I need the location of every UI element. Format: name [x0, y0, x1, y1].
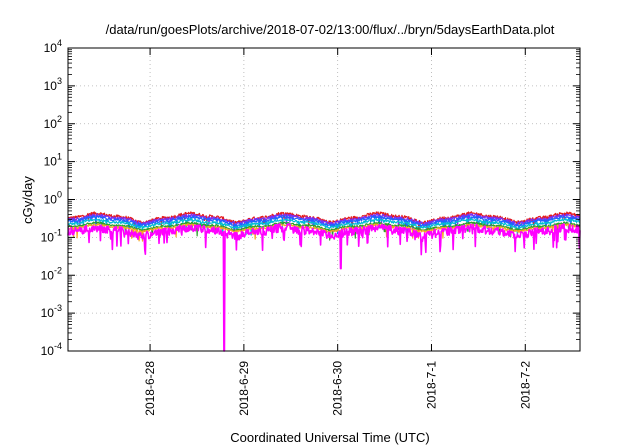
y-tick-label: 101	[44, 152, 62, 169]
x-tick-label: 2018-6-30	[331, 361, 345, 416]
grid-lines	[68, 48, 580, 351]
x-tick-label: 2018-7-1	[424, 361, 438, 409]
y-axis: 10-4 10-3 10-2 10-1 100 101 102 103 104	[41, 38, 580, 358]
y-tick-label: 10-3	[41, 303, 62, 320]
y-tick-label: 10-1	[41, 227, 62, 244]
y-tick-label: 100	[44, 190, 62, 207]
series-line	[67, 223, 581, 352]
x-tick-label: 2018-6-29	[237, 361, 251, 416]
y-tick-label: 10-4	[41, 341, 62, 358]
y-axis-label: cGy/day	[20, 176, 35, 224]
x-tick-label: 2018-7-2	[518, 361, 532, 409]
x-axis-label: Coordinated Universal Time (UTC)	[230, 430, 429, 445]
x-tick-label: 2018-6-28	[143, 361, 157, 416]
series-line	[67, 218, 581, 237]
x-axis: 2018-6-28 2018-6-29 2018-6-30 2018-7-1 2018-…	[143, 48, 532, 416]
y-tick-label: 102	[44, 114, 62, 131]
y-tick-label: 10-2	[41, 265, 62, 282]
y-tick-label: 103	[44, 76, 62, 93]
series-line	[67, 221, 581, 241]
y-tick-label: 104	[44, 38, 62, 55]
series-line	[67, 214, 581, 235]
chart-title: /data/run/goesPlots/archive/2018-07-02/1…	[106, 22, 555, 37]
series-layer	[67, 211, 581, 352]
